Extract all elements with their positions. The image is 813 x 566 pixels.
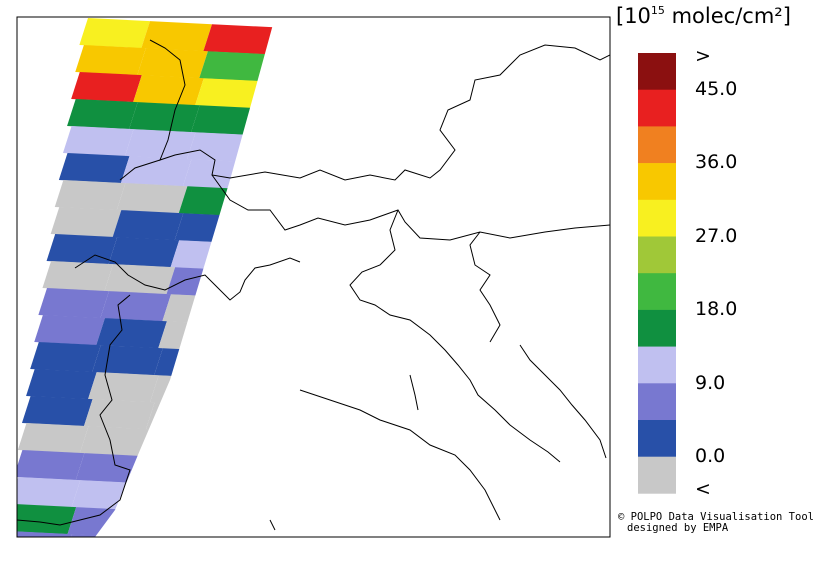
map-frame [16, 16, 611, 538]
swath-edge-mask [95, 17, 610, 537]
swath-pixel [124, 129, 196, 160]
legend-swatch [638, 383, 676, 421]
legend-swatch [638, 126, 676, 164]
swath-pixel [17, 450, 85, 481]
legend-swatch [638, 89, 676, 127]
swath-pixel [141, 21, 212, 52]
border-line [211, 174, 610, 241]
swath-pixel [108, 237, 180, 268]
country-borders [17, 39, 610, 531]
swath-pixel [79, 18, 150, 49]
legend-label-18: 18.0 [695, 298, 738, 320]
swath-pixel [21, 396, 93, 427]
legend-label-9: 9.0 [695, 372, 726, 394]
swath-pixel [187, 540, 258, 566]
credit-line-2: designed by EMPA [627, 522, 729, 534]
swath-pixel [42, 261, 114, 292]
credit-text: © POLPO Data Visualisation Tool designed… [618, 512, 813, 534]
swath-pixel [129, 102, 200, 133]
swath-pixel [100, 291, 171, 322]
swath-pixel [191, 105, 262, 136]
legend-label-lt: < [695, 478, 711, 500]
swath-pixel [104, 264, 176, 295]
swath-pixel [195, 78, 266, 109]
border-line [469, 231, 501, 343]
swath-pixel [34, 315, 105, 346]
legend-swatch [638, 163, 676, 201]
legend-swatch [638, 346, 676, 384]
legend-label-36: 36.0 [695, 151, 738, 173]
swath-pixel [71, 534, 131, 537]
swath-pixel [71, 72, 142, 103]
swath-pixel [199, 51, 270, 82]
swath-pixel [17, 504, 77, 535]
swath-pixel [112, 210, 184, 241]
border-line [349, 209, 561, 463]
border-line [269, 519, 276, 531]
legend-swatch [638, 53, 676, 90]
legend-swatch [638, 420, 676, 457]
swath-pixel [92, 345, 163, 376]
legend-unit-label: [1015 molec/cm²] [616, 4, 791, 28]
swath-pixel [133, 75, 204, 106]
legend-swatch [638, 456, 676, 494]
swath-pixel [137, 48, 208, 79]
legend-swatch [638, 199, 676, 237]
swath-pixel [17, 531, 73, 537]
legend-swatch [638, 309, 676, 347]
legend-colorbar [638, 53, 676, 494]
swath-pixel [96, 318, 167, 349]
swath-pixel [62, 126, 134, 157]
swath-pixel [58, 153, 130, 184]
satellite-swath [17, 17, 610, 566]
border-line [119, 159, 161, 181]
swath-pixel [17, 477, 81, 508]
legend-label-45: 45.0 [695, 78, 738, 100]
border-line [519, 344, 607, 459]
swath-pixel [54, 180, 126, 211]
border-line [299, 389, 501, 521]
swath-pixel [83, 399, 155, 430]
swath-pixel [67, 99, 138, 130]
legend-swatch [638, 236, 676, 274]
legend-label-27: 27.0 [695, 225, 738, 247]
border-line [409, 374, 419, 411]
swath-pixel [30, 342, 101, 373]
legend-label-0: 0.0 [695, 445, 726, 467]
legend-swatch [638, 273, 676, 311]
swath-pixel [120, 156, 192, 187]
swath-pixel [249, 543, 320, 566]
border-line [74, 254, 301, 301]
swath-pixel [50, 207, 122, 238]
swath-pixel [17, 423, 89, 454]
swath-pixel [203, 24, 274, 55]
swath-pixel [75, 45, 146, 76]
legend-label-gt: > [695, 45, 711, 67]
swath-pixel [116, 183, 188, 214]
swath-pixel [75, 453, 147, 484]
swath-pixel [125, 537, 196, 566]
swath-pixel [79, 426, 151, 457]
border-line [17, 294, 131, 526]
swath-pixel [26, 369, 97, 400]
border-line [149, 39, 610, 181]
swath-pixel [38, 288, 109, 319]
credit-line-1: © POLPO Data Visualisation Tool [618, 511, 813, 523]
swath-pixel [88, 372, 159, 403]
